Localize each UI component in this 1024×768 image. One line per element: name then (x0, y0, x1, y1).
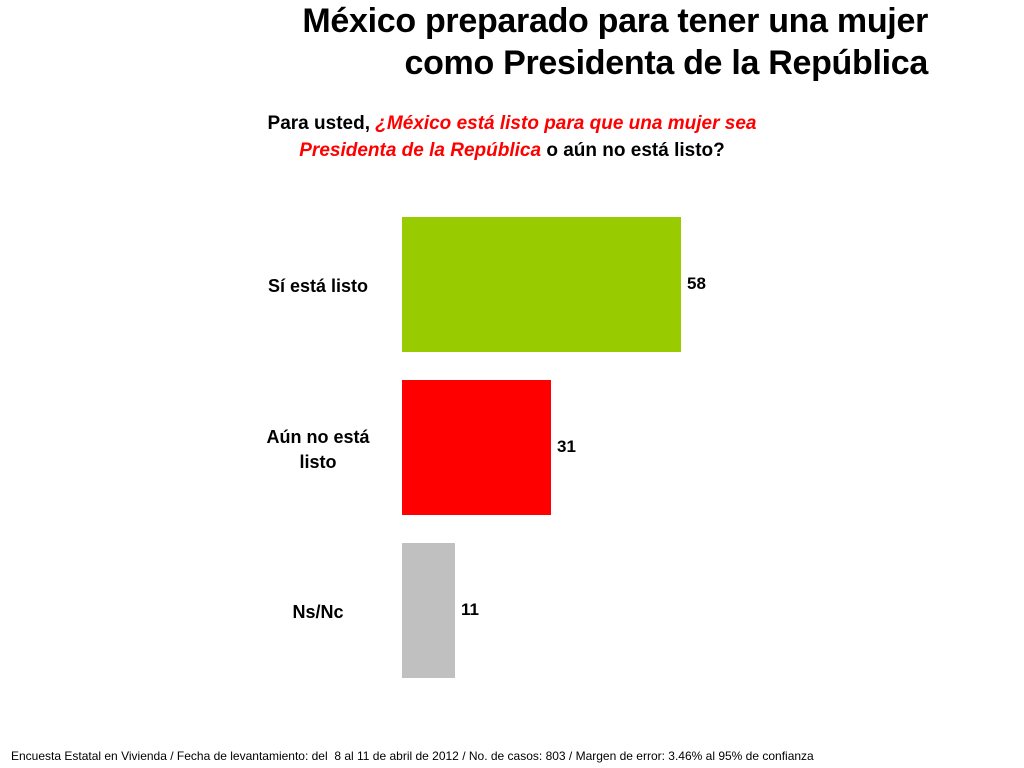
bar-value-label-2: 11 (461, 599, 479, 619)
slide-title: México preparado para tener una mujer co… (168, 0, 928, 84)
survey-footnote: Encuesta Estatal en Vivienda / Fecha de … (11, 749, 814, 763)
question-emphasis-line-1: ¿México está listo para que una mujer se… (375, 113, 757, 134)
category-label-0: Sí está listo (238, 274, 398, 299)
title-line-2: como Presidenta de la República (404, 44, 928, 82)
bar-value-label-0: 58 (687, 273, 706, 293)
bar-0 (402, 217, 681, 352)
category-label-1-line-0: Aún no está (266, 426, 370, 447)
question-emphasis-line-2: Presidenta de la República (299, 140, 542, 161)
bar-1 (402, 380, 551, 515)
title-line-1: México preparado para tener una mujer (302, 2, 928, 40)
category-label-2: Ns/Nc (238, 600, 398, 625)
category-label-2-line-0: Ns/Nc (292, 602, 344, 622)
bar-value-label-1: 31 (557, 436, 576, 456)
category-label-1-line-1: listo (299, 451, 337, 472)
question-prefix: Para usted, (267, 113, 376, 134)
survey-question: Para usted, ¿México está listo para que … (212, 110, 812, 164)
question-suffix: o aún no está listo? (541, 140, 725, 161)
category-label-0-line-0: Sí está listo (267, 276, 369, 296)
category-label-1: Aún no está listo (238, 425, 398, 475)
bar-2 (402, 543, 455, 678)
